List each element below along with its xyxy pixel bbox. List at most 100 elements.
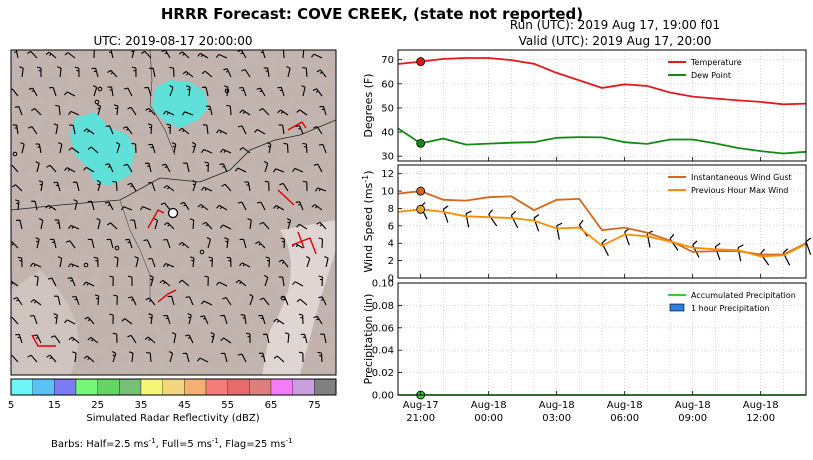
map-wind-barb	[144, 162, 152, 173]
colorbar-swatch	[32, 378, 55, 396]
map-wind-barb	[205, 105, 213, 116]
map-wind-barb	[258, 352, 266, 363]
y-axis-label: Wind Speed (ms-1)	[361, 170, 375, 272]
colorbar-swatch	[10, 378, 33, 396]
legend: Instantaneous Wind Gust Previous Hour Max…	[668, 173, 792, 195]
map-wind-barb	[129, 351, 134, 363]
map-wind-barb	[202, 221, 213, 230]
map-wind-barb	[14, 50, 19, 59]
map-wind-barb	[49, 86, 57, 97]
map-wind-barb	[14, 106, 23, 116]
map-wind-barb	[87, 238, 95, 249]
map-wind-barb	[169, 66, 175, 78]
figure-title: HRRR Forecast: COVE CREEK, (state not re…	[161, 5, 583, 23]
map-wind-barb	[273, 168, 285, 173]
colorbar-frame	[10, 378, 337, 396]
y-tick-label: 8	[388, 204, 394, 215]
map-wind-barb	[53, 123, 59, 135]
map-wind-barb	[54, 295, 61, 306]
map-wind-barb	[200, 300, 213, 306]
map-wind-barb	[238, 86, 247, 97]
map-wind-barb	[219, 224, 232, 230]
plot-frame	[397, 49, 807, 162]
county-boundary	[11, 119, 336, 211]
map-wind-barb	[109, 313, 114, 325]
map-wind-barb	[109, 275, 114, 287]
map-wind-barb	[296, 109, 308, 116]
y-tick-label: 2	[388, 256, 394, 267]
map-wind-barb	[312, 88, 323, 97]
map-wind-barb	[68, 336, 80, 344]
map-subtitle: UTC: 2019-08-17 20:00:00	[93, 34, 252, 48]
map-wind-barb	[286, 218, 292, 230]
map-wind-barb	[313, 125, 323, 135]
map-wind-barb	[239, 109, 251, 116]
colorbar-swatch	[97, 378, 120, 396]
colorbar-tick-label: 65	[265, 400, 278, 411]
map-wind-barb	[27, 50, 38, 59]
map-wind-barb	[171, 142, 177, 154]
map-wind-barb	[320, 333, 327, 344]
map-wind-barb	[11, 88, 19, 97]
map-wind-barb	[145, 107, 156, 116]
y-tick-label: 0.02	[372, 368, 394, 379]
map-wind-barb	[219, 163, 228, 173]
map-wind-barb	[259, 297, 270, 306]
map-wind-barb	[263, 67, 270, 78]
map-wind-barb	[54, 219, 61, 230]
map-wind-barb	[182, 70, 194, 78]
map-wind-barb	[302, 67, 308, 78]
valid-time-label: Valid (UTC): 2019 Aug 17, 20:00	[519, 34, 712, 48]
map-wind-barb	[159, 279, 171, 287]
colorbar-tick-label: 25	[91, 400, 104, 411]
map-wind-barb	[169, 84, 174, 97]
colorbar-swatch	[54, 378, 77, 396]
map-wind-barb	[178, 127, 190, 135]
map-wind-barb	[192, 179, 197, 192]
map-wind-barb	[295, 201, 304, 211]
map-wind-barb	[46, 354, 57, 363]
y-axis-label: Precipitation (in)	[362, 294, 375, 385]
map-wind-barb	[140, 206, 152, 211]
map-wind-barb	[122, 126, 133, 135]
map-wind-barb	[113, 294, 118, 306]
map-wind-barb	[131, 142, 137, 154]
map-wind-barb	[181, 111, 194, 116]
colorbar-tick-label: 45	[178, 400, 191, 411]
map-wind-barb	[120, 206, 133, 211]
map-wind-barb	[114, 256, 119, 268]
map-wind-barb	[147, 123, 153, 135]
map-wind-barb	[83, 128, 95, 135]
colorbar-swatch	[162, 378, 185, 396]
wind-barbs-layer	[11, 50, 329, 363]
radar-echo-north	[152, 80, 208, 128]
map-wind-barb	[197, 52, 209, 59]
map-wind-barb	[278, 124, 285, 135]
y-axis-label: Degrees (F)	[362, 73, 375, 137]
map-wind-barb	[106, 222, 118, 230]
map-wind-barb	[210, 332, 215, 344]
y-tick-label: 0.10	[372, 279, 394, 290]
map-wind-barb	[27, 354, 38, 363]
map-wind-barb	[112, 180, 118, 192]
map-wind-barb	[148, 143, 156, 154]
map-wind-barb	[144, 336, 156, 344]
map-wind-barb	[255, 241, 266, 249]
map-wind-barb	[53, 313, 58, 325]
map-wind-barb	[239, 262, 251, 268]
x-tick-label: 00:00	[474, 413, 503, 424]
legend-entry: Accumulated Precipitation	[691, 291, 796, 300]
map-wind-barb	[241, 68, 251, 78]
map-wind-barb	[38, 180, 44, 192]
map-wind-barb	[27, 126, 38, 135]
map-wind-barb	[105, 125, 114, 135]
chart-panel-1: 30 40 50 60 70 Degrees (F) Temperature Dew Poin…	[362, 49, 807, 163]
colorbar-swatch	[184, 378, 207, 396]
map-wind-barb	[237, 125, 247, 135]
y-tick-label: 10	[381, 187, 394, 198]
map-wind-barb	[127, 182, 137, 192]
y-tick-label: 4	[388, 239, 394, 250]
map-wind-barb	[171, 332, 177, 344]
map-wind-barb	[127, 334, 137, 344]
